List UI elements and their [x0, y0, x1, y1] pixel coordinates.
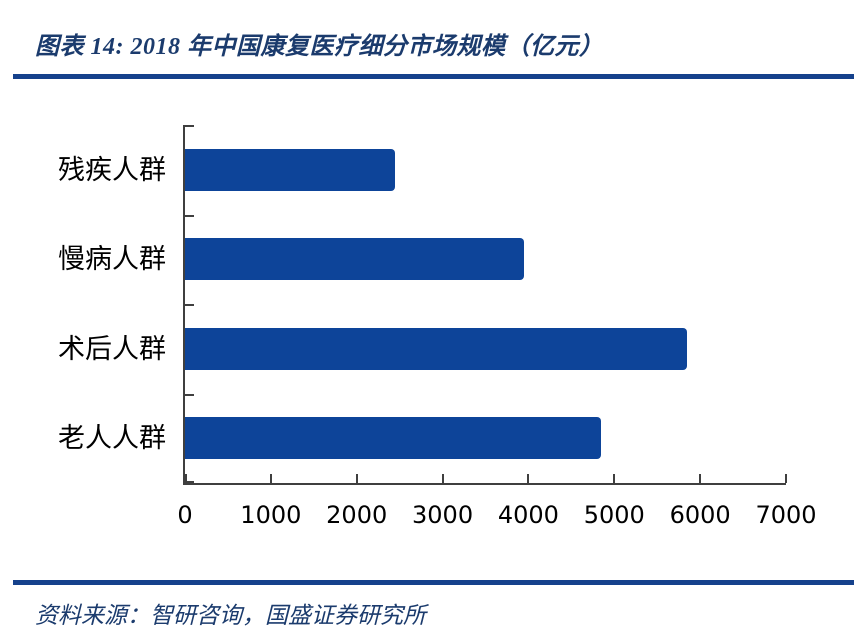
source-note: 资料来源：智研咨询，国盛证券研究所	[35, 603, 426, 628]
x-axis-tick-label: 3000	[412, 501, 474, 529]
x-axis-tick	[269, 474, 272, 483]
bar-3	[185, 327, 688, 370]
category-label: 术后人群	[58, 333, 166, 364]
x-axis-tick	[441, 474, 444, 483]
bar-chart-plot-area	[183, 125, 787, 485]
x-axis-tick	[785, 474, 787, 483]
title-divider-rule	[13, 74, 854, 79]
bar-1	[185, 148, 396, 191]
x-axis-tick	[613, 474, 616, 483]
x-axis-tick	[185, 474, 187, 483]
y-axis-tick	[185, 214, 194, 217]
category-label: 慢病人群	[58, 244, 166, 275]
y-axis-tick	[185, 393, 194, 396]
category-label: 残疾人群	[58, 154, 166, 185]
x-axis-tick-label: 4000	[497, 501, 559, 529]
x-axis-tick-label: 0	[177, 501, 193, 529]
y-axis-tick	[185, 125, 194, 127]
category-label: 老人人群	[58, 423, 166, 454]
footer-divider-rule	[13, 580, 854, 585]
y-axis-tick	[185, 481, 194, 483]
x-axis-tick	[699, 474, 702, 483]
x-axis-tick	[355, 474, 358, 483]
bar-4	[185, 417, 602, 460]
y-axis-tick	[185, 304, 194, 306]
x-axis-tick-label: 2000	[326, 501, 388, 529]
figure-title: 图表 14: 2018 年中国康复医疗细分市场规模（亿元）	[35, 34, 604, 60]
x-axis-tick-label: 5000	[583, 501, 645, 529]
x-axis-tick-label: 7000	[755, 501, 817, 529]
x-axis-tick	[527, 474, 530, 483]
x-axis-tick-label: 6000	[669, 501, 731, 529]
x-axis-tick-label: 1000	[240, 501, 302, 529]
bar-2	[185, 238, 525, 281]
